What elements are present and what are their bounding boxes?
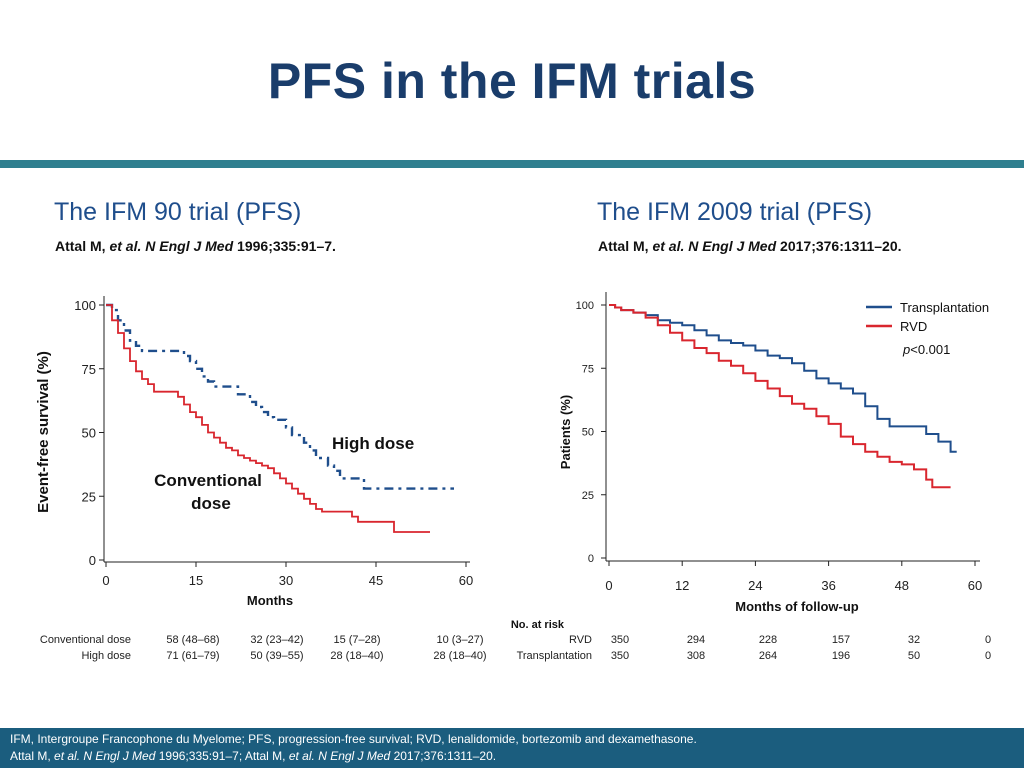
right-citation: Attal M, et al. N Engl J Med 2017;376:13… [598, 238, 902, 254]
footer-ref-d: et al. N Engl J Med [288, 749, 391, 763]
right-risk-cell: 228 [759, 634, 777, 646]
legend-label-rvd: RVD [900, 319, 927, 334]
left-risk-cell: 15 (7–28) [333, 634, 380, 646]
left-y-tick-label: 75 [82, 362, 96, 377]
left-series-conventional-dose [106, 304, 430, 533]
footer-references: Attal M, et al. N Engl J Med 1996;335:91… [10, 748, 496, 765]
left-y-tick-label: 100 [74, 298, 96, 313]
right-x-tick-label: 60 [968, 578, 982, 593]
left-risk-row-label: High dose [81, 650, 131, 662]
left-risk-cell: 28 (18–40) [330, 650, 383, 662]
right-risk-cell: 264 [759, 650, 777, 662]
left-risk-row-label: Conventional dose [40, 634, 131, 646]
footer-abbreviations: IFM, Intergroupe Francophone du Myelome;… [10, 732, 697, 746]
right-x-axis-label: Months of follow-up [735, 599, 859, 614]
left-series-label-conventional-line2: dose [191, 494, 231, 513]
left-risk-cell: 10 (3–27) [436, 634, 483, 646]
footer-ref-b: et al. N Engl J Med [54, 749, 156, 763]
left-x-axis-label: Months [247, 593, 293, 608]
right-risk-cell: 157 [832, 634, 850, 646]
right-x-tick-label: 48 [895, 578, 909, 593]
left-x-tick-label: 45 [369, 573, 383, 588]
left-series-label-high-dose: High dose [332, 434, 414, 453]
right-x-tick-label: 24 [748, 578, 762, 593]
right-x-tick-label: 12 [675, 578, 689, 593]
left-risk-cell: 32 (23–42) [250, 634, 303, 646]
left-y-tick-label: 50 [82, 426, 96, 441]
right-risk-cell: 294 [687, 634, 705, 646]
left-series-high-dose [106, 303, 454, 490]
title-divider [0, 160, 1024, 168]
right-risk-cell: 0 [985, 634, 991, 646]
left-y-tick-label: 0 [89, 553, 96, 568]
left-risk-cell: 50 (39–55) [250, 650, 303, 662]
right-risk-cell: 350 [611, 650, 629, 662]
left-citation-author: Attal M, [55, 238, 110, 254]
footer-ref-a: Attal M, [10, 749, 55, 763]
right-risk-cell: 0 [985, 650, 991, 662]
right-citation-journal: et al. N Engl J Med [652, 238, 777, 254]
right-risk-cell: 50 [908, 650, 920, 662]
right-risk-row-label: RVD [569, 634, 592, 646]
right-x-tick-label: 36 [821, 578, 835, 593]
legend-p-value: p<0.001 [902, 342, 950, 357]
left-x-tick-label: 60 [459, 573, 473, 588]
right-citation-ref: 2017;376:1311–20. [776, 238, 902, 254]
left-chart-heading: The IFM 90 trial (PFS) [54, 198, 302, 226]
right-y-tick-label: 100 [576, 300, 594, 312]
right-y-tick-label: 25 [582, 490, 594, 502]
footer-ref-e: 2017;376:1311–20. [390, 749, 497, 763]
right-series-rvd [609, 304, 951, 489]
left-citation: Attal M, et al. N Engl J Med 1996;335:91… [55, 238, 336, 254]
left-y-axis-label: Event-free survival (%) [35, 351, 52, 513]
right-x-tick-label: 0 [605, 578, 612, 593]
legend-label-transplantation: Transplantation [900, 300, 989, 315]
left-x-tick-label: 15 [189, 573, 203, 588]
right-y-tick-label: 50 [582, 427, 594, 439]
slide-title: PFS in the IFM trials [267, 53, 757, 109]
right-chart-heading: The IFM 2009 trial (PFS) [597, 198, 873, 226]
right-y-tick-label: 0 [588, 553, 594, 565]
left-citation-ref: 1996;335:91–7. [233, 238, 336, 254]
right-risk-title: No. at risk [511, 619, 565, 631]
left-risk-cell: 58 (48–68) [166, 634, 219, 646]
right-citation-author: Attal M, [598, 238, 653, 254]
right-risk-cell: 32 [908, 634, 920, 646]
footer: IFM, Intergroupe Francophone du Myelome;… [0, 728, 1024, 768]
footer-ref-c: 1996;335:91–7; Attal M, [155, 749, 289, 763]
right-risk-cell: 196 [832, 650, 850, 662]
right-risk-cell: 350 [611, 634, 629, 646]
right-y-tick-label: 75 [582, 363, 594, 375]
right-risk-row-label: Transplantation [517, 650, 592, 662]
left-y-tick-label: 25 [82, 489, 96, 504]
right-risk-cell: 308 [687, 650, 705, 662]
left-x-tick-label: 0 [102, 573, 109, 588]
left-citation-journal: et al. N Engl J Med [109, 238, 234, 254]
left-risk-cell: 71 (61–79) [166, 650, 219, 662]
left-series-label-conventional-line1: Conventional [154, 471, 262, 490]
right-y-axis-label: Patients (%) [558, 395, 573, 469]
left-risk-cell: 28 (18–40) [433, 650, 486, 662]
left-x-tick-label: 30 [279, 573, 293, 588]
